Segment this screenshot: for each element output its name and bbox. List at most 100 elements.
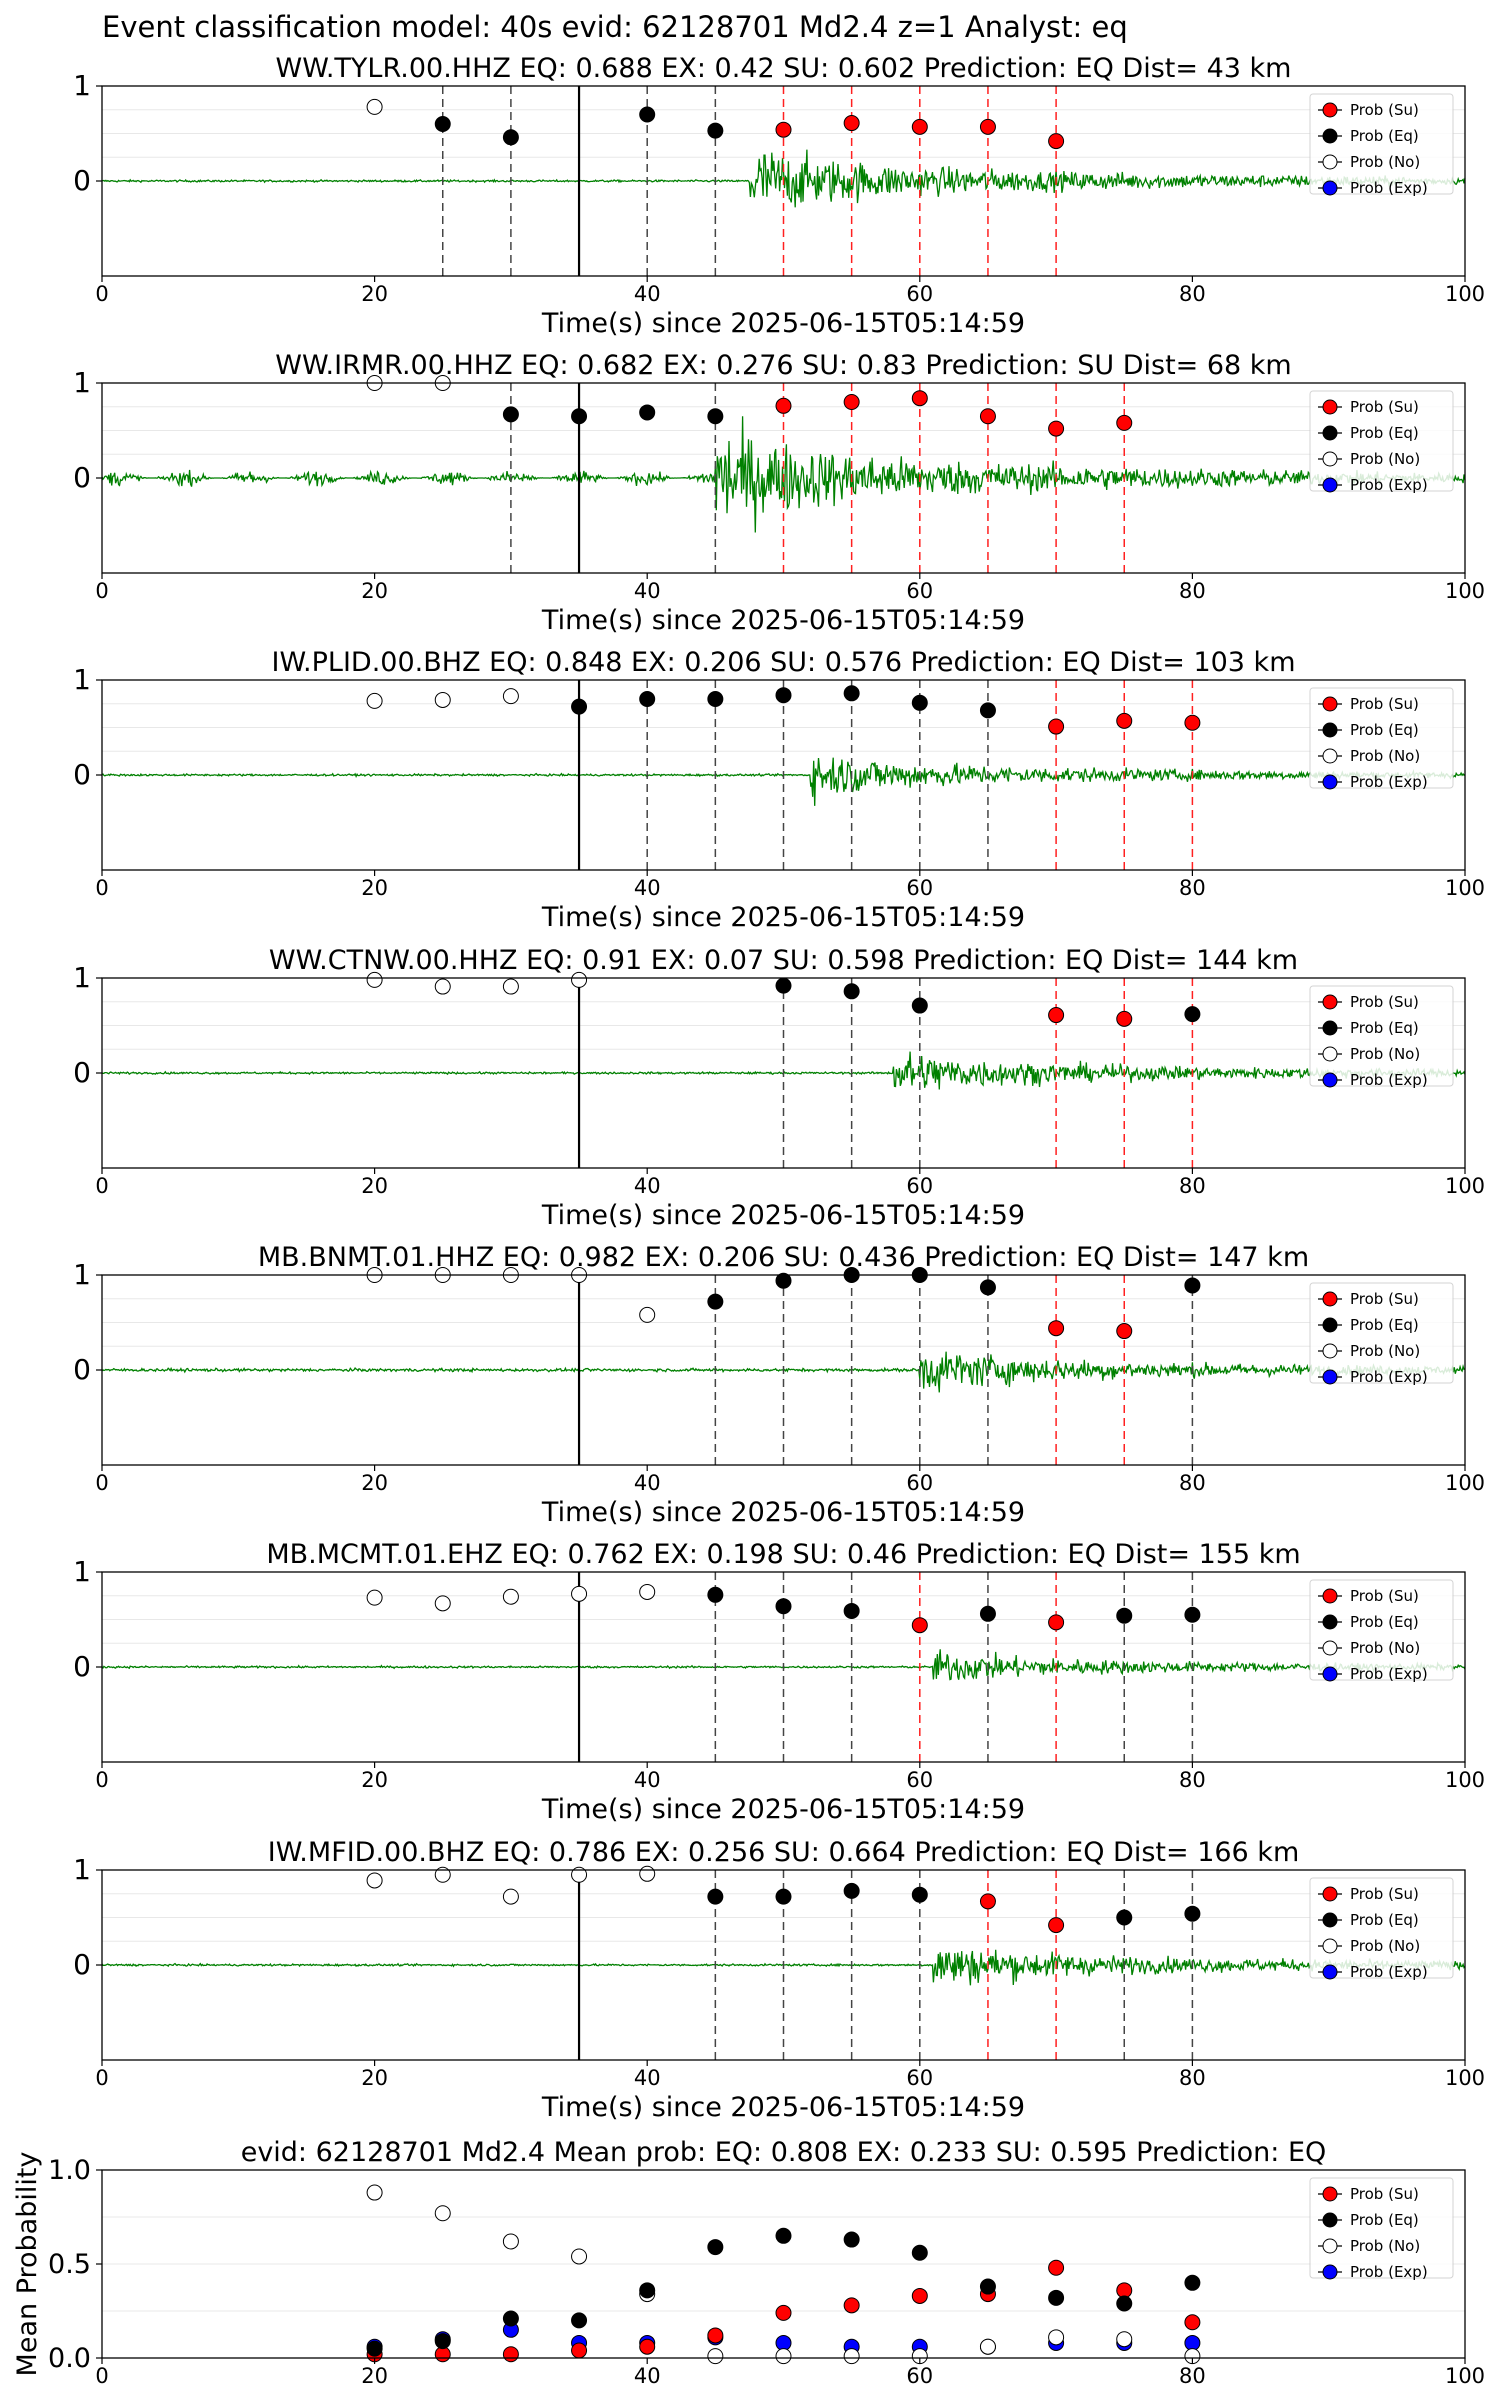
legend-item: Prob (Su) [1318, 101, 1419, 119]
legend-label: Prob (Exp) [1350, 476, 1428, 494]
data-point [639, 1306, 656, 1323]
data-point [775, 977, 792, 994]
legend-item: Prob (No) [1318, 1639, 1420, 1657]
legend: Prob (Su) Prob (Eq) Prob (No) Prob (Exp) [1309, 2177, 1454, 2281]
data-point [1116, 414, 1133, 431]
data-point [366, 971, 383, 988]
legend-label: Prob (Eq) [1350, 2211, 1419, 2229]
series-probeq [366, 2227, 1201, 2357]
legend-item: Prob (Su) [1318, 993, 1419, 1011]
data-point [843, 2348, 860, 2365]
legend-label: Prob (Su) [1350, 1290, 1419, 1308]
data-point [707, 1586, 724, 1603]
legend-item: Prob (No) [1318, 2237, 1420, 2255]
data-point [1184, 2274, 1201, 2291]
x-tick-label: 100 [1445, 579, 1485, 603]
data-point [1048, 1614, 1065, 1631]
x-tick-label: 40 [634, 1471, 661, 1495]
legend-item: Prob (Exp) [1318, 773, 1428, 791]
legend-label: Prob (Su) [1350, 101, 1419, 119]
data-point [979, 2278, 996, 2295]
legend-frame [1309, 1579, 1454, 1681]
data-point [434, 1866, 451, 1883]
data-point [639, 1865, 656, 1882]
y-tick-label: 1 [73, 961, 91, 994]
data-point [639, 106, 656, 123]
legend-marker [1322, 1317, 1338, 1333]
data-point [843, 983, 860, 1000]
y-tick-label: 0 [73, 758, 91, 791]
data-point [979, 2338, 996, 2355]
x-axis-label: Time(s) since 2025-06-15T05:14:59 [541, 1200, 1025, 1231]
data-point [639, 2282, 656, 2299]
legend-label: Prob (Exp) [1350, 2263, 1428, 2281]
legend-item: Prob (Su) [1318, 1290, 1419, 1308]
data-point [775, 1272, 792, 1289]
data-point [639, 2338, 656, 2355]
data-point [502, 2310, 519, 2327]
data-point [434, 1595, 451, 1612]
x-tick-label: 60 [906, 1768, 933, 1792]
legend-label: Prob (No) [1350, 153, 1420, 171]
legend-frame [1309, 1877, 1454, 1979]
legend-marker [1322, 1369, 1338, 1385]
legend-marker [1322, 2186, 1338, 2202]
legend-frame [1309, 2177, 1454, 2279]
x-tick-label: 40 [634, 876, 661, 900]
chart-panel-1: WW.TYLR.00.HHZ EQ: 0.688 EX: 0.42 SU: 0.… [73, 53, 1485, 339]
series-probeq [434, 106, 724, 146]
x-tick-label: 80 [1179, 282, 1206, 306]
data-point [571, 698, 588, 715]
x-tick-label: 100 [1445, 2066, 1485, 2090]
data-point [843, 1602, 860, 1619]
legend-marker [1322, 1291, 1338, 1307]
x-tick-label: 20 [361, 579, 388, 603]
data-point [707, 691, 724, 707]
x-tick-label: 40 [634, 1174, 661, 1198]
data-point [1184, 1905, 1201, 1922]
series-probno [366, 971, 588, 995]
x-tick-label: 0 [95, 1174, 108, 1198]
data-point [366, 2340, 383, 2357]
legend-marker [1322, 1886, 1338, 1902]
legend-label: Prob (Exp) [1350, 773, 1428, 791]
data-point [502, 1588, 519, 1605]
data-point [639, 404, 656, 421]
x-tick-label: 0 [95, 282, 108, 306]
legend-label: Prob (Su) [1350, 993, 1419, 1011]
data-point [979, 1893, 996, 1910]
data-point [911, 118, 928, 135]
legend-item: Prob (Eq) [1318, 2211, 1419, 2229]
x-tick-label: 80 [1179, 1174, 1206, 1198]
chart-panel-4: WW.CTNW.00.HHZ EQ: 0.91 EX: 0.07 SU: 0.5… [73, 945, 1485, 1231]
legend-marker [1322, 2212, 1338, 2228]
legend-marker [1322, 748, 1338, 764]
series-probno [366, 688, 519, 709]
legend: Prob (Su) Prob (Eq) Prob (No) Prob (Exp) [1309, 687, 1454, 791]
legend-marker [1322, 180, 1338, 196]
legend-frame [1309, 985, 1454, 1087]
x-tick-label: 0 [95, 876, 108, 900]
data-point [502, 406, 519, 423]
data-point [775, 2348, 792, 2365]
legend-item: Prob (Exp) [1318, 1368, 1428, 1386]
data-point [775, 2304, 792, 2321]
chart-panel-2: WW.IRMR.00.HHZ EQ: 0.682 EX: 0.276 SU: 0… [73, 350, 1485, 636]
panel-title: WW.TYLR.00.HHZ EQ: 0.688 EX: 0.42 SU: 0.… [276, 53, 1292, 84]
data-point [1116, 1010, 1133, 1027]
legend-label: Prob (Su) [1350, 1587, 1419, 1605]
data-point [707, 408, 724, 425]
chart-panel-5: MB.BNMT.01.HHZ EQ: 0.982 EX: 0.206 SU: 0… [73, 1242, 1485, 1528]
legend-item: Prob (Exp) [1318, 1071, 1428, 1089]
data-point [843, 394, 860, 410]
chart-panel-3: IW.PLID.00.BHZ EQ: 0.848 EX: 0.206 SU: 0… [73, 647, 1485, 933]
y-tick-label: 1 [73, 1853, 91, 1886]
x-tick-label: 40 [634, 579, 661, 603]
legend-marker [1322, 1343, 1338, 1359]
legend-item: Prob (No) [1318, 1045, 1420, 1063]
x-tick-label: 60 [906, 1471, 933, 1495]
legend-frame [1309, 1282, 1454, 1384]
series-probno [366, 1267, 656, 1323]
legend-item: Prob (Eq) [1318, 1019, 1419, 1037]
